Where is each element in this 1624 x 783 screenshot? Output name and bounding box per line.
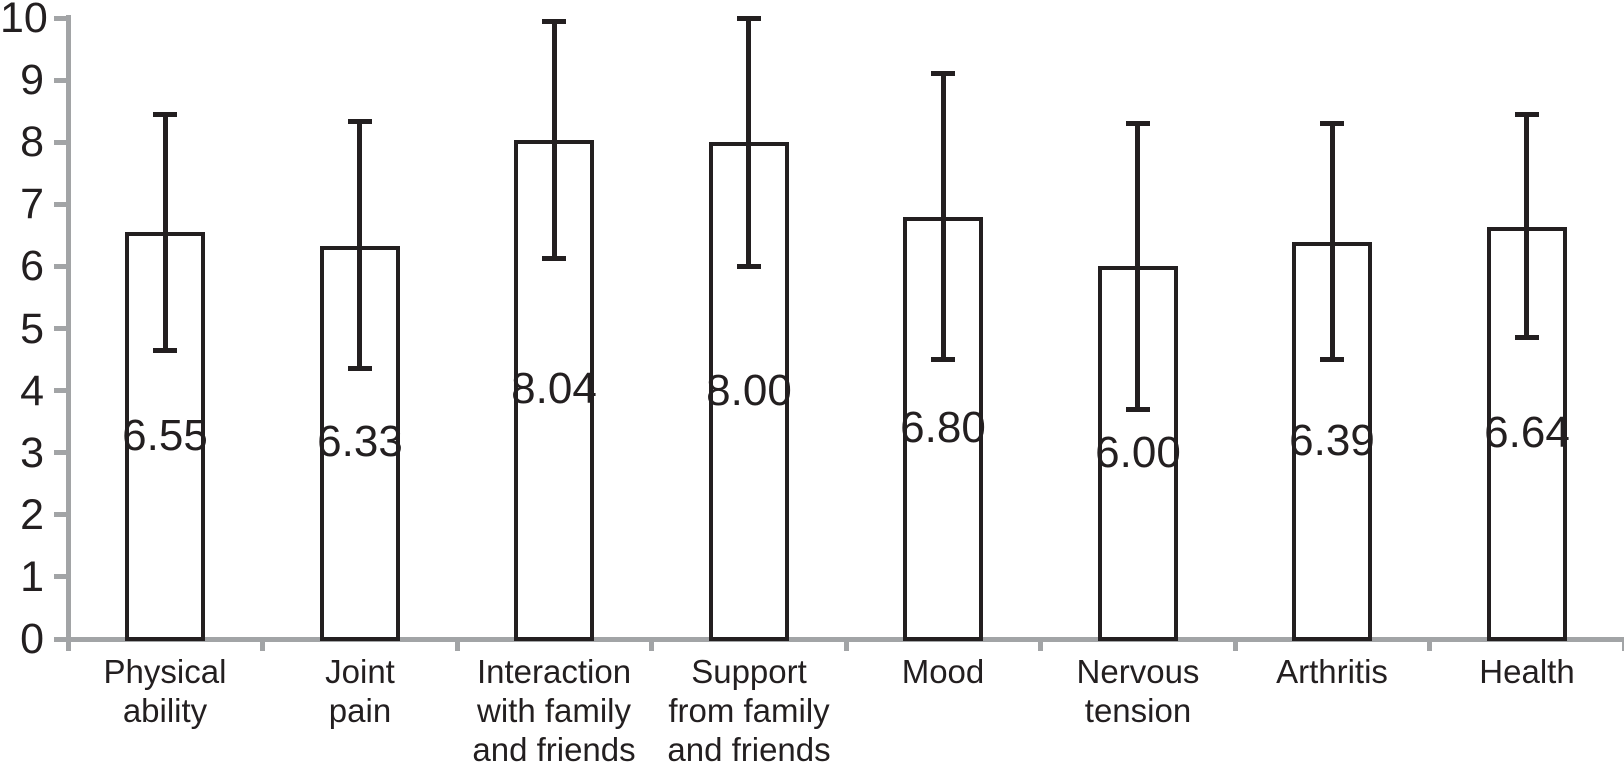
error-bar-cap-top	[348, 119, 372, 124]
y-axis-tick-label: 5	[20, 305, 44, 353]
y-axis-tick-label: 3	[20, 429, 44, 477]
error-bar-cap-bottom	[1515, 335, 1539, 340]
bar-value-label: 6.64	[1484, 408, 1570, 457]
bar	[1487, 227, 1567, 641]
error-bar-cap-bottom	[931, 357, 955, 362]
y-axis-tick-label: 2	[20, 491, 44, 539]
x-axis-tick	[1622, 639, 1624, 651]
error-bar-cap-bottom	[737, 264, 761, 269]
y-axis-tick	[54, 264, 68, 269]
y-axis-tick-label: 1	[20, 553, 44, 601]
x-axis-tick	[1233, 639, 1238, 651]
error-bar-cap-top	[1126, 121, 1150, 126]
error-bar-cap-bottom	[1320, 357, 1344, 362]
y-axis-tick	[54, 326, 68, 331]
bar-value-label: 6.00	[1095, 428, 1181, 477]
error-bar-cap-top	[737, 16, 761, 21]
y-axis-tick-label: 10	[0, 0, 48, 42]
error-bar-line	[1524, 114, 1529, 338]
y-axis-tick	[54, 202, 68, 207]
error-bar-line	[1330, 124, 1335, 360]
y-axis-line	[66, 15, 71, 651]
y-axis-tick-label: 4	[20, 367, 44, 415]
error-bar-cap-top	[931, 71, 955, 76]
bar-value-label: 6.33	[317, 417, 403, 466]
y-axis-tick-label: 6	[20, 242, 44, 290]
y-axis-tick	[54, 388, 68, 393]
category-label: Physical ability	[103, 653, 227, 729]
y-axis-tick	[54, 78, 68, 83]
error-bar-line	[746, 18, 751, 266]
error-bar-line	[163, 114, 168, 350]
error-bar-line	[357, 122, 362, 369]
error-bar-cap-bottom	[153, 348, 177, 353]
error-bar-cap-top	[153, 112, 177, 117]
y-axis-tick-label: 9	[20, 56, 44, 104]
category-label: Joint pain	[325, 653, 395, 729]
error-bar-cap-top	[1515, 112, 1539, 117]
error-bar-cap-bottom	[348, 366, 372, 371]
x-axis-tick	[844, 639, 849, 651]
category-label: Health	[1479, 653, 1575, 690]
y-axis-tick	[54, 140, 68, 145]
y-axis-tick	[54, 450, 68, 455]
bar	[125, 232, 205, 641]
error-bar-line	[941, 74, 946, 360]
y-axis-tick-label: 0	[20, 615, 44, 663]
y-axis-tick	[54, 16, 68, 21]
bar-value-label: 6.55	[122, 411, 208, 460]
x-axis-tick	[455, 639, 460, 651]
x-axis-tick	[1427, 639, 1432, 651]
y-axis-tick-label: 8	[20, 118, 44, 166]
y-axis-tick	[54, 574, 68, 579]
error-bar-cap-bottom	[1126, 407, 1150, 412]
y-axis-tick	[54, 637, 68, 642]
x-axis-tick	[260, 639, 265, 651]
x-axis-tick	[649, 639, 654, 651]
error-bar-line	[552, 21, 557, 258]
bar-value-label: 8.00	[706, 366, 792, 415]
category-label: Support from family and friends	[667, 653, 831, 768]
x-axis-tick	[1038, 639, 1043, 651]
bar-value-label: 8.04	[511, 364, 597, 413]
category-label: Mood	[901, 653, 985, 690]
y-axis-tick-label: 7	[20, 180, 44, 228]
bar-value-label: 6.80	[900, 403, 986, 452]
error-bar-cap-bottom	[542, 256, 566, 261]
error-bar-line	[1135, 124, 1140, 410]
y-axis-tick	[54, 512, 68, 517]
category-label: Nervous tension	[1076, 653, 1200, 729]
category-label: Interaction with family and friends	[472, 653, 636, 768]
error-bar-cap-top	[1320, 121, 1344, 126]
error-bar-cap-top	[542, 19, 566, 24]
category-label: Arthritis	[1276, 653, 1388, 690]
x-axis-line	[54, 637, 1624, 642]
bar-value-label: 6.39	[1289, 416, 1375, 465]
